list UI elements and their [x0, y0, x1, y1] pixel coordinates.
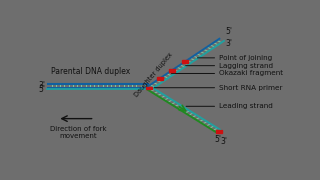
Text: 5': 5'	[225, 27, 232, 36]
Text: Parental DNA duplex: Parental DNA duplex	[51, 67, 131, 76]
Text: 5': 5'	[214, 135, 221, 144]
Text: Direction of fork
movement: Direction of fork movement	[50, 126, 107, 139]
Bar	[216, 130, 221, 133]
Text: Leading strand: Leading strand	[219, 103, 272, 109]
Text: 3': 3'	[38, 81, 45, 90]
Text: 3': 3'	[220, 137, 227, 146]
Text: 3': 3'	[225, 39, 232, 48]
Text: Daughter duplex: Daughter duplex	[134, 52, 174, 98]
Text: Okazaki fragment: Okazaki fragment	[219, 71, 283, 76]
Bar	[157, 77, 163, 80]
Text: Short RNA primer: Short RNA primer	[219, 85, 282, 91]
Bar	[146, 87, 152, 89]
Bar	[182, 60, 188, 63]
Text: 5': 5'	[38, 85, 45, 94]
Text: Lagging strand: Lagging strand	[219, 63, 273, 69]
Bar	[169, 69, 174, 72]
Text: Point of joining: Point of joining	[219, 55, 272, 61]
